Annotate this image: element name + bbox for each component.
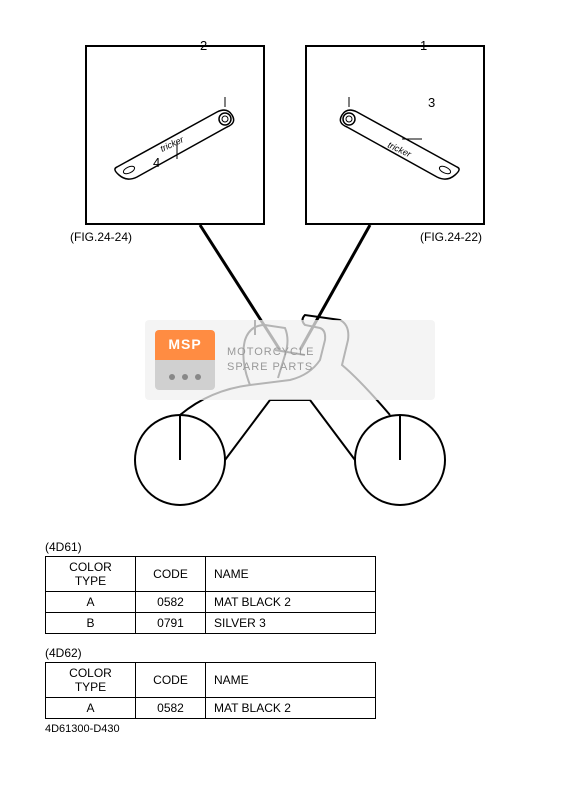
table-cell: A [46,592,136,613]
watermark-badge-text: MSP [155,336,215,352]
table-row: COLOR TYPE CODE NAME [46,663,376,698]
table-header: COLOR TYPE [46,663,136,698]
table-header: NAME [206,557,376,592]
fig-label-left: (FIG.24-24) [70,230,132,244]
table-cell: MAT BLACK 2 [206,698,376,719]
table1: COLOR TYPE CODE NAME A 0582 MAT BLACK 2 … [45,556,376,634]
table-header: COLOR TYPE [46,557,136,592]
callout-2: 2 [200,38,207,53]
table-cell: 0582 [136,698,206,719]
watermark: MSP MOTORCYCLE SPARE PARTS [145,320,435,400]
watermark-line1: MOTORCYCLE [227,345,314,360]
table-row: A 0582 MAT BLACK 2 [46,698,376,719]
callout-1: 1 [420,38,427,53]
table-cell: B [46,613,136,634]
color-tables: (4D61) COLOR TYPE CODE NAME A 0582 MAT B… [45,540,535,731]
table2-label: (4D62) [45,646,535,660]
detail-box-left: tricker [85,45,265,225]
watermark-badge: MSP [155,330,215,390]
table-cell: SILVER 3 [206,613,376,634]
table-row: COLOR TYPE CODE NAME [46,557,376,592]
table-row: A 0582 MAT BLACK 2 [46,592,376,613]
watermark-text: MOTORCYCLE SPARE PARTS [227,345,314,376]
detail-box-right: tricker [305,45,485,225]
callout-4: 4 [153,155,160,170]
watermark-line2: SPARE PARTS [227,360,314,375]
table1-label: (4D61) [45,540,535,554]
table2: COLOR TYPE CODE NAME A 0582 MAT BLACK 2 [45,662,376,719]
part-illustration-right: tricker [327,97,467,187]
callout-3: 3 [428,95,435,110]
table-cell: MAT BLACK 2 [206,592,376,613]
table-cell: 0582 [136,592,206,613]
table-cell: 0791 [136,613,206,634]
table-cell: A [46,698,136,719]
table-header: CODE [136,557,206,592]
fig-label-right: (FIG.24-22) [420,230,482,244]
document-code: 4D61300-D430 [45,723,120,735]
diagram-page: tricker tricker 2 4 1 3 (FIG.24-24) (FIG… [0,0,579,800]
table-header: NAME [206,663,376,698]
table-header: CODE [136,663,206,698]
table-row: B 0791 SILVER 3 [46,613,376,634]
part-illustration-left: tricker [107,97,247,187]
